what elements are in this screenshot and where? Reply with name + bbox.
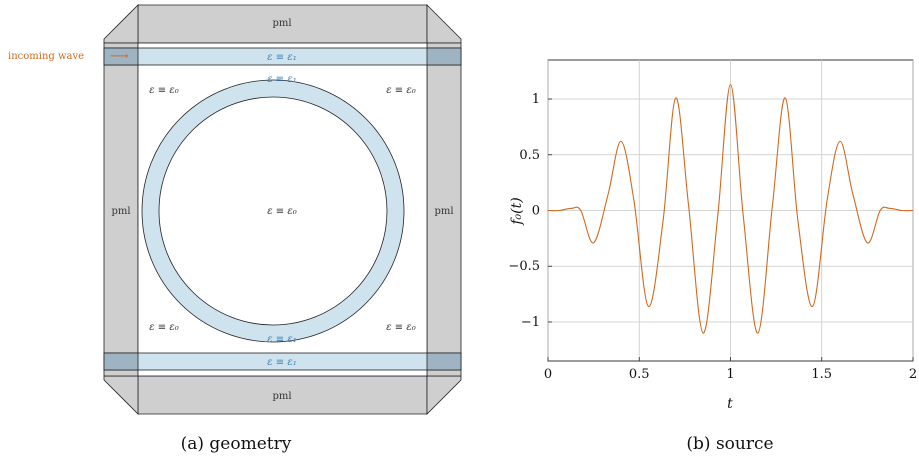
geometry-caption: (a) geometry: [181, 434, 292, 454]
chart-grid: [547, 60, 914, 361]
y-tick-label: −0.5: [508, 259, 540, 274]
x-tick-label: 0: [544, 367, 552, 382]
pml-top-left-corner: [103, 4, 139, 44]
eps0-bottom-left-label: ε ≡ ε₀: [149, 322, 178, 333]
eps1-bottom-guide-label: ε ≡ ε₁: [267, 357, 296, 368]
incoming-wave-label: incoming wave: [8, 51, 84, 62]
pml-left-region: [103, 42, 139, 377]
eps1-ring-top-label: ε ≡ ε₁: [267, 74, 296, 85]
geometry-panel: pml pml pml pml incoming wave ⟶ ε ≡ ε₁ ε…: [8, 4, 462, 454]
y-tick-label: 0: [532, 204, 540, 219]
eps1-top-guide-label: ε ≡ ε₁: [267, 52, 296, 63]
top-waveguide-right-pml: [426, 47, 462, 66]
pml-bottom-label: pml: [272, 391, 291, 402]
incoming-wave-arrow: ⟶: [110, 49, 129, 64]
source-signal-line: [547, 83, 914, 334]
pml-bottom-right-corner: [426, 375, 462, 415]
x-tick-label: 1: [726, 367, 734, 382]
eps1-ring-bottom-label: ε ≡ ε₁: [267, 334, 296, 345]
bottom-waveguide-right-pml: [426, 352, 462, 371]
x-tick-label: 0.5: [629, 367, 650, 382]
top-waveguide-left-pml: [103, 47, 139, 66]
x-tick-label: 1.5: [811, 367, 832, 382]
eps0-top-right-label: ε ≡ ε₀: [386, 85, 415, 96]
x-axis-label: t: [727, 396, 733, 412]
pml-bottom-left-corner: [103, 375, 139, 415]
ring-inner: [158, 96, 388, 326]
y-axis-label: f₀(t): [509, 197, 525, 225]
y-tick-label: 1: [532, 92, 540, 107]
pml-right-region: [426, 42, 462, 377]
bottom-waveguide-left-pml: [103, 352, 139, 371]
pml-right-label: pml: [434, 206, 453, 217]
pml-top-label: pml: [272, 18, 291, 29]
eps0-center-label: ε ≡ ε₀: [267, 206, 296, 217]
x-tick-label: 2: [909, 367, 917, 382]
eps0-bottom-right-label: ε ≡ ε₀: [386, 322, 415, 333]
pml-left-label: pml: [111, 206, 130, 217]
eps0-top-left-label: ε ≡ ε₀: [149, 85, 178, 96]
source-caption: (b) source: [686, 434, 773, 454]
y-tick-label: 0.5: [519, 148, 540, 163]
y-tick-label: −1: [521, 315, 540, 330]
pml-top-right-corner: [426, 4, 462, 44]
chart-ticks: 0 0.5 1 1.5 2 −1 −0.5 0 0.5 1: [508, 92, 917, 382]
source-chart: 0 0.5 1 1.5 2 −1 −0.5 0 0.5 1 t f₀(t) (b) source: [508, 59, 917, 454]
